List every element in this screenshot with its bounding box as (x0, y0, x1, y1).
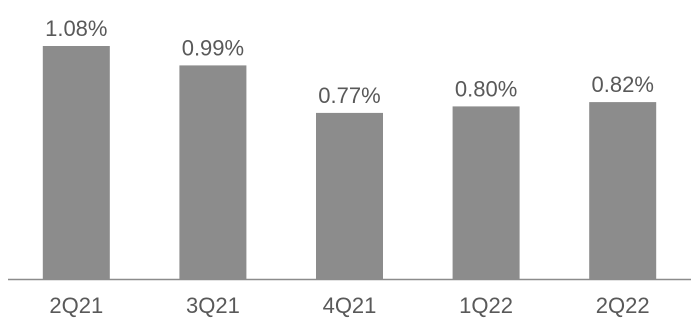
data-label-4Q21: 0.77% (318, 83, 380, 108)
bar-1Q22 (452, 106, 520, 280)
x-tick-labels-group: 2Q21 3Q21 4Q21 1Q22 2Q22 (49, 293, 649, 318)
data-label-1Q22: 0.80% (455, 76, 517, 101)
x-tick-label-3Q21: 3Q21 (186, 293, 240, 318)
x-tick-label-1Q22: 1Q22 (459, 293, 513, 318)
x-tick-label-2Q21: 2Q21 (49, 293, 103, 318)
data-label-2Q21: 1.08% (45, 16, 107, 41)
x-tick-label-2Q22: 2Q22 (596, 293, 650, 318)
data-label-2Q22: 0.82% (592, 72, 654, 97)
bar-2Q21 (42, 46, 110, 279)
bars-group (42, 46, 657, 280)
x-tick-label-4Q21: 4Q21 (323, 293, 377, 318)
data-label-3Q21: 0.99% (182, 35, 244, 60)
bar-4Q21 (316, 112, 383, 280)
bar-3Q21 (179, 65, 247, 280)
data-labels-group: 1.08% 0.99% 0.77% 0.80% 0.82% (45, 16, 654, 108)
bar-2Q22 (589, 102, 657, 279)
